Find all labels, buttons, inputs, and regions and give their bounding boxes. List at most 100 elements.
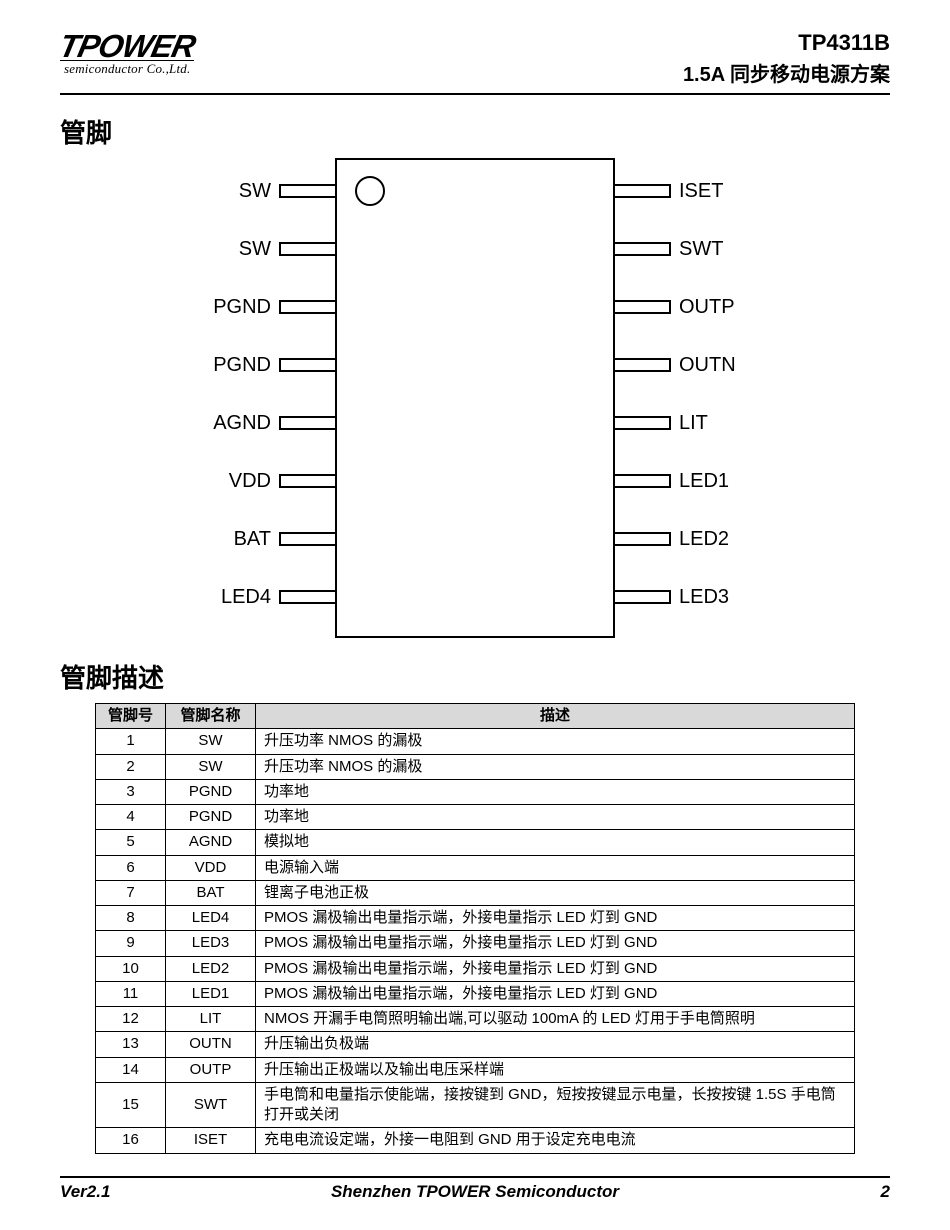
pin-lead (613, 242, 671, 256)
pin-left-2: SW (155, 238, 335, 260)
table-header-pin-num: 管脚号 (96, 704, 166, 729)
table-row: 14OUTP升压输出正极端以及输出电压采样端 (96, 1057, 855, 1082)
pin-label: OUTN (679, 354, 736, 377)
cell-description: 模拟地 (256, 830, 855, 855)
cell-pin-num: 16 (96, 1128, 166, 1153)
logo-text: TPOWER (57, 30, 198, 62)
pin-lead (613, 532, 671, 546)
cell-pin-num: 12 (96, 1007, 166, 1032)
cell-pin-num: 13 (96, 1032, 166, 1057)
pin-left-1: SW (155, 180, 335, 202)
page-footer: Ver2.1 Shenzhen TPOWER Semiconductor 2 (60, 1176, 890, 1202)
table-row: 2SW升压功率 NMOS 的漏极 (96, 754, 855, 779)
cell-pin-name: BAT (166, 880, 256, 905)
table-row: 12LITNMOS 开漏手电筒照明输出端,可以驱动 100mA 的 LED 灯用… (96, 1007, 855, 1032)
pin-left-8: LED4 (155, 586, 335, 608)
pin-label: LED2 (679, 528, 729, 551)
pin-lead (279, 474, 337, 488)
cell-pin-name: LED1 (166, 981, 256, 1006)
page-header: TPOWER semiconductor Co.,Ltd. TP4311B 1.… (60, 30, 890, 95)
cell-pin-name: PGND (166, 805, 256, 830)
pin-left-4: PGND (155, 354, 335, 376)
pin-right-7: LED2 (615, 528, 795, 550)
cell-pin-name: AGND (166, 830, 256, 855)
section-title-pin-desc: 管脚描述 (60, 658, 890, 695)
cell-pin-num: 7 (96, 880, 166, 905)
pin-label: AGND (213, 412, 271, 435)
table-row: 13OUTN升压输出负极端 (96, 1032, 855, 1057)
cell-description: 手电筒和电量指示使能端，接按键到 GND，短按按键显示电量，长按按键 1.5S … (256, 1082, 855, 1128)
pin-lead (279, 416, 337, 430)
section-title-pins: 管脚 (60, 113, 890, 150)
pin-lead (279, 242, 337, 256)
pin-right-6: LED1 (615, 470, 795, 492)
pin-label: SW (239, 238, 271, 261)
pin-lead (613, 590, 671, 604)
pin-description-table: 管脚号 管脚名称 描述 1SW升压功率 NMOS 的漏极2SW升压功率 NMOS… (95, 703, 855, 1154)
cell-pin-num: 10 (96, 956, 166, 981)
cell-description: 功率地 (256, 805, 855, 830)
cell-pin-name: LED4 (166, 906, 256, 931)
pin-label: LED4 (221, 586, 271, 609)
pin-lead (613, 416, 671, 430)
table-row: 9LED3PMOS 漏极输出电量指示端，外接电量指示 LED 灯到 GND (96, 931, 855, 956)
cell-pin-num: 2 (96, 754, 166, 779)
cell-description: 功率地 (256, 779, 855, 804)
table-row: 16ISET充电电流设定端，外接一电阻到 GND 用于设定充电电流 (96, 1128, 855, 1153)
pin-left-7: BAT (155, 528, 335, 550)
pin-lead (613, 358, 671, 372)
table-row: 3PGND功率地 (96, 779, 855, 804)
pin-lead (279, 300, 337, 314)
cell-pin-name: PGND (166, 779, 256, 804)
pin-diagram: SWSWPGNDPGNDAGNDVDDBATLED4 ISETSWTOUTPOU… (155, 158, 795, 638)
pin-label: SWT (679, 238, 723, 261)
pin-label: PGND (213, 354, 271, 377)
cell-description: 电源输入端 (256, 855, 855, 880)
pin-right-4: OUTN (615, 354, 795, 376)
cell-pin-num: 14 (96, 1057, 166, 1082)
cell-description: 锂离子电池正极 (256, 880, 855, 905)
cell-pin-num: 6 (96, 855, 166, 880)
table-row: 7BAT锂离子电池正极 (96, 880, 855, 905)
cell-description: 升压输出正极端以及输出电压采样端 (256, 1057, 855, 1082)
cell-description: PMOS 漏极输出电量指示端，外接电量指示 LED 灯到 GND (256, 931, 855, 956)
table-row: 11LED1PMOS 漏极输出电量指示端，外接电量指示 LED 灯到 GND (96, 981, 855, 1006)
footer-page-number: 2 (881, 1182, 890, 1202)
part-number: TP4311B (683, 30, 890, 56)
cell-pin-name: LED2 (166, 956, 256, 981)
cell-pin-name: ISET (166, 1128, 256, 1153)
cell-description: NMOS 开漏手电筒照明输出端,可以驱动 100mA 的 LED 灯用于手电筒照… (256, 1007, 855, 1032)
pin-lead (279, 358, 337, 372)
header-right: TP4311B 1.5A 同步移动电源方案 (683, 30, 890, 87)
cell-pin-name: LIT (166, 1007, 256, 1032)
cell-pin-name: SW (166, 754, 256, 779)
pin-left-5: AGND (155, 412, 335, 434)
pin-lead (279, 532, 337, 546)
cell-description: 升压功率 NMOS 的漏极 (256, 754, 855, 779)
table-row: 5AGND模拟地 (96, 830, 855, 855)
pin-label: LED3 (679, 586, 729, 609)
cell-description: PMOS 漏极输出电量指示端，外接电量指示 LED 灯到 GND (256, 981, 855, 1006)
table-row: 8LED4PMOS 漏极输出电量指示端，外接电量指示 LED 灯到 GND (96, 906, 855, 931)
cell-pin-name: VDD (166, 855, 256, 880)
table-row: 6VDD电源输入端 (96, 855, 855, 880)
pin-label: ISET (679, 180, 723, 203)
cell-pin-num: 8 (96, 906, 166, 931)
cell-pin-num: 9 (96, 931, 166, 956)
chip-body (335, 158, 615, 638)
pin-label: SW (239, 180, 271, 203)
pin1-indicator (355, 176, 385, 206)
pin-right-1: ISET (615, 180, 795, 202)
pin-left-3: PGND (155, 296, 335, 318)
pin-right-2: SWT (615, 238, 795, 260)
table-row: 1SW升压功率 NMOS 的漏极 (96, 729, 855, 754)
cell-description: 充电电流设定端，外接一电阻到 GND 用于设定充电电流 (256, 1128, 855, 1153)
part-description: 1.5A 同步移动电源方案 (683, 58, 890, 87)
cell-pin-name: OUTP (166, 1057, 256, 1082)
footer-version: Ver2.1 (60, 1182, 110, 1202)
cell-pin-num: 15 (96, 1082, 166, 1128)
table-header-pin-name: 管脚名称 (166, 704, 256, 729)
cell-pin-name: SWT (166, 1082, 256, 1128)
cell-pin-num: 5 (96, 830, 166, 855)
pin-label: BAT (234, 528, 271, 551)
